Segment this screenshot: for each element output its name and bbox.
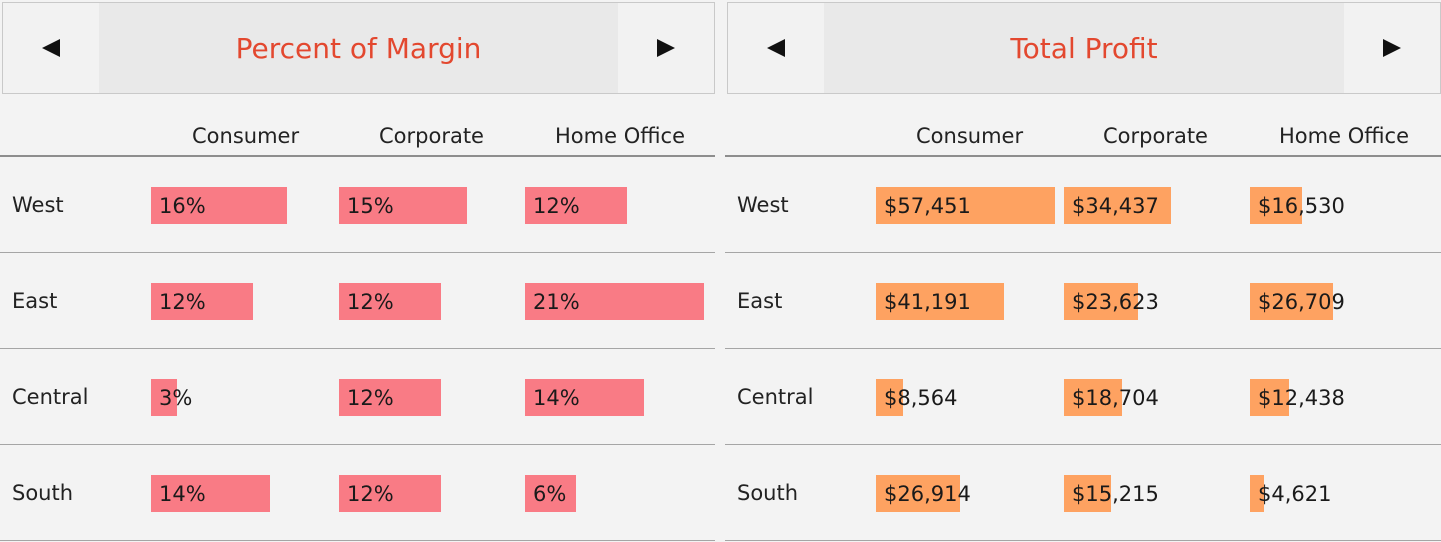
- value-bar: [1064, 379, 1122, 416]
- cell-value-label: $34,437: [1072, 193, 1159, 218]
- value-bar: [876, 283, 1004, 320]
- table-row: West $57,451 $34,437 $16,530: [725, 157, 1441, 253]
- total-profit-panel: Total Profit Consumer Corporate Home Off…: [725, 0, 1441, 542]
- value-bar: [151, 283, 253, 320]
- value-bar: [876, 379, 903, 416]
- cell-value-label: $18,704: [1072, 385, 1159, 410]
- measure-title: Total Profit: [1010, 31, 1158, 65]
- cell-value-label: $23,623: [1072, 289, 1159, 314]
- value-bar: [339, 283, 441, 320]
- previous-measure-button[interactable]: [728, 3, 824, 93]
- value-bar: [876, 187, 1055, 224]
- row-label: West: [12, 192, 64, 217]
- row-label: South: [12, 480, 74, 505]
- cell-value-label: $12,438: [1258, 385, 1345, 410]
- value-bar: [1250, 187, 1302, 224]
- table-row: East 12% 12% 21%: [0, 253, 715, 349]
- cell-value-label: $41,191: [884, 289, 971, 314]
- percent-of-margin-panel: Percent of Margin Consumer Corporate Hom…: [0, 0, 715, 542]
- value-bar: [1250, 379, 1289, 416]
- column-header-corporate: Corporate: [1103, 124, 1208, 148]
- cell-value-label: $16,530: [1258, 193, 1345, 218]
- row-label: Central: [737, 384, 814, 409]
- column-header-corporate: Corporate: [379, 124, 484, 148]
- cell-value-label: $26,709: [1258, 289, 1345, 314]
- value-bar: [525, 283, 704, 320]
- column-header-home-office: Home Office: [555, 124, 685, 148]
- value-bar: [339, 379, 441, 416]
- value-bar: [1250, 475, 1264, 512]
- cell-value-label: $4,621: [1258, 481, 1332, 506]
- cell-value-label: 12%: [347, 385, 394, 410]
- value-bar: [151, 379, 177, 416]
- cell-value-label: 16%: [159, 193, 206, 218]
- value-bar: [151, 475, 270, 512]
- triangle-left-icon: [42, 39, 60, 57]
- cell-value-label: $57,451: [884, 193, 971, 218]
- column-header-consumer: Consumer: [192, 124, 300, 148]
- cell-value-label: $26,914: [884, 481, 971, 506]
- cell-value-label: 21%: [533, 289, 580, 314]
- column-header-home-office: Home Office: [1279, 124, 1409, 148]
- table-row: East $41,191 $23,623 $26,709: [725, 253, 1441, 349]
- cell-value-label: 12%: [533, 193, 580, 218]
- cell-value-label: 12%: [159, 289, 206, 314]
- cell-value-label: 14%: [159, 481, 206, 506]
- value-bar: [525, 475, 576, 512]
- measure-title: Percent of Margin: [235, 31, 482, 65]
- next-measure-button[interactable]: [618, 3, 714, 93]
- value-bar: [525, 379, 644, 416]
- row-label: Central: [12, 384, 89, 409]
- previous-measure-button[interactable]: [3, 3, 99, 93]
- cell-value-label: 12%: [347, 289, 394, 314]
- value-bar: [1064, 475, 1111, 512]
- table-row: South 14% 12% 6%: [0, 445, 715, 541]
- cell-value-label: 6%: [533, 481, 567, 506]
- value-bar: [151, 187, 287, 224]
- cell-value-label: 15%: [347, 193, 394, 218]
- cell-value-label: $8,564: [884, 385, 958, 410]
- row-label: East: [737, 288, 783, 313]
- value-bar: [339, 187, 467, 224]
- triangle-right-icon: [657, 39, 675, 57]
- column-header-consumer: Consumer: [916, 124, 1024, 148]
- header-divider: [0, 155, 715, 157]
- cell-value-label: 12%: [347, 481, 394, 506]
- value-bar: [525, 187, 627, 224]
- value-bar: [1064, 187, 1171, 224]
- value-bar: [339, 475, 441, 512]
- measure-switcher: Total Profit: [727, 2, 1441, 94]
- header-divider: [725, 155, 1441, 157]
- measure-switcher: Percent of Margin: [2, 2, 715, 94]
- cell-value-label: 14%: [533, 385, 580, 410]
- row-label: East: [12, 288, 58, 313]
- value-bar: [1250, 283, 1333, 320]
- table-row: Central 3% 12% 14%: [0, 349, 715, 445]
- triangle-left-icon: [767, 39, 785, 57]
- table-row: West 16% 15% 12%: [0, 157, 715, 253]
- cell-value-label: 3%: [159, 385, 193, 410]
- value-bar: [1064, 283, 1138, 320]
- row-label: South: [737, 480, 799, 505]
- table-row: South $26,914 $15,215 $4,621: [725, 445, 1441, 541]
- value-bar: [876, 475, 960, 512]
- next-measure-button[interactable]: [1344, 3, 1440, 93]
- cell-value-label: $15,215: [1072, 481, 1159, 506]
- triangle-right-icon: [1383, 39, 1401, 57]
- table-row: Central $8,564 $18,704 $12,438: [725, 349, 1441, 445]
- row-label: West: [737, 192, 789, 217]
